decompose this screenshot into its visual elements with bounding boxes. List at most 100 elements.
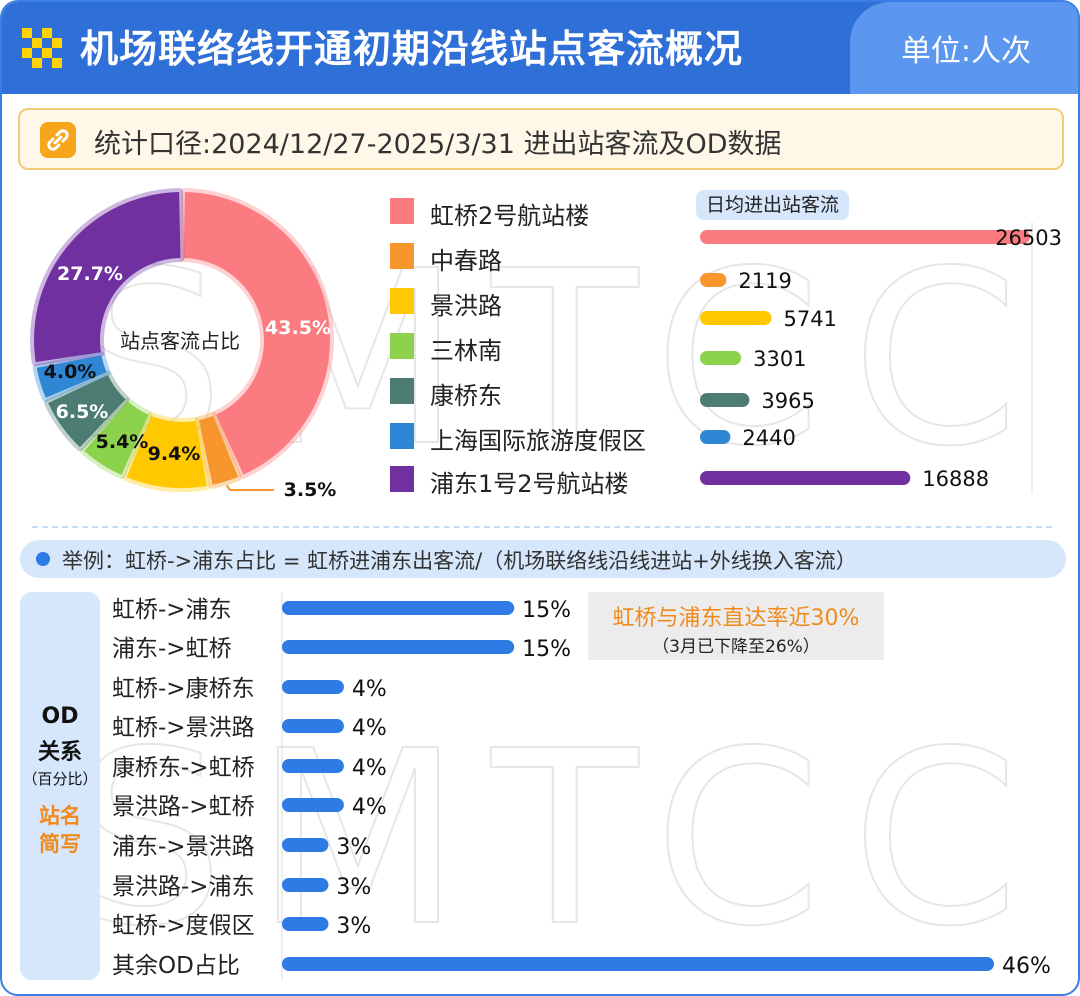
od-category-label: 浦东->景洪路 xyxy=(112,834,255,860)
legend-swatch xyxy=(390,378,414,404)
legend-label: 上海国际旅游度假区 xyxy=(430,427,646,455)
callout-sub-text: （3月已下降至26%） xyxy=(652,637,820,657)
donut-data-label: 4.0% xyxy=(44,361,97,383)
od-value-label: 4% xyxy=(352,716,387,741)
od-value-label: 4% xyxy=(352,756,387,781)
scope-box: 统计口径:2024/12/27-2025/3/31 进出站客流及OD数据 xyxy=(18,108,1064,170)
header: 机场联络线开通初期沿线站点客流概况 单位:人次 xyxy=(2,2,1078,94)
od-side-line5: 简写 xyxy=(39,832,81,856)
donut-slice xyxy=(122,412,211,492)
header-unit-tab xyxy=(850,2,1078,94)
daily-flow-label: 26503 xyxy=(995,226,1062,250)
daily-flow-label: 3301 xyxy=(753,347,806,371)
donut-data-label: 27.7% xyxy=(57,263,123,285)
od-bar xyxy=(282,798,344,812)
legend-label: 虹桥2号航站楼 xyxy=(430,202,590,230)
od-value-label: 15% xyxy=(522,598,571,623)
od-bar xyxy=(282,917,329,931)
daily-flow-label: 2440 xyxy=(742,426,795,450)
od-side-line2: 关系 xyxy=(37,740,82,765)
bar-chart-title: 日均进出站客流 xyxy=(696,190,850,220)
od-category-label: 虹桥->景洪路 xyxy=(112,715,255,741)
donut-slice xyxy=(194,411,243,489)
page-title: 机场联络线开通初期沿线站点客流概况 xyxy=(80,27,744,71)
legend-label: 中春路 xyxy=(430,247,502,275)
donut-title: 站点客流占比 xyxy=(120,329,240,353)
od-category-label: 虹桥->度假区 xyxy=(112,913,255,939)
od-category-label: 浦东->虹桥 xyxy=(112,636,232,662)
donut-data-label: 5.4% xyxy=(96,431,149,453)
od-value-label: 4% xyxy=(352,677,387,702)
donut-data-label: 9.4% xyxy=(148,443,201,465)
daily-flow-bar xyxy=(700,430,731,444)
donut-data-label: 6.5% xyxy=(56,401,109,423)
od-bar xyxy=(282,680,344,694)
legend-label: 景洪路 xyxy=(430,292,502,320)
callout-main-text: 虹桥与浦东直达率近30% xyxy=(612,606,860,631)
example-note: 举例：虹桥->浦东占比 = 虹桥进浦东出客流/（机场联络线沿线进站+外线换入客流… xyxy=(20,540,1066,578)
od-category-label: 康桥东->虹桥 xyxy=(112,755,255,781)
legend-swatch xyxy=(390,423,414,449)
daily-flow-bar xyxy=(700,471,911,485)
donut-data-label: 43.5% xyxy=(265,317,331,339)
od-value-label: 4% xyxy=(352,795,387,820)
unit-label: 单位:人次 xyxy=(900,34,1032,69)
donut-slice xyxy=(80,397,153,480)
donut-data-label: 3.5% xyxy=(284,479,337,501)
od-category-label: 景洪路->虹桥 xyxy=(112,794,255,820)
daily-flow-label: 5741 xyxy=(783,307,836,331)
od-value-label: 3% xyxy=(336,835,371,860)
od-category-label: 景洪路->浦东 xyxy=(112,874,255,900)
legend-label: 浦东1号2号航站楼 xyxy=(430,470,629,498)
donut-slice xyxy=(30,188,185,367)
direct-rate-callout: 虹桥与浦东直达率近30% （3月已下降至26%） xyxy=(588,592,884,660)
od-side-line1: OD xyxy=(41,704,79,729)
od-category-label: 虹桥->浦东 xyxy=(112,597,232,623)
od-side-label: OD 关系 （百分比） 站名 简写 xyxy=(20,592,100,980)
od-bar xyxy=(282,759,344,773)
od-category-label: 虹桥->康桥东 xyxy=(112,676,255,702)
daily-flow-label: 3965 xyxy=(761,389,814,413)
daily-flow-bar xyxy=(700,230,1030,244)
legend-swatch xyxy=(390,288,414,314)
daily-flow-bar xyxy=(700,393,750,407)
od-bar xyxy=(282,640,515,654)
legend-label: 康桥东 xyxy=(430,382,502,410)
donut-slice xyxy=(32,351,111,402)
od-bar xyxy=(282,957,994,971)
od-value-label: 46% xyxy=(1002,954,1051,979)
od-category-label: 其余OD占比 xyxy=(112,953,240,979)
daily-flow-label: 2119 xyxy=(738,269,791,293)
daily-flow-bar xyxy=(700,311,772,325)
scope-text: 统计口径:2024/12/27-2025/3/31 进出站客流及OD数据 xyxy=(94,129,782,160)
legend-swatch xyxy=(390,243,414,269)
leader-line xyxy=(225,484,274,491)
daily-flow-label: 16888 xyxy=(922,467,989,491)
od-bar xyxy=(282,719,344,733)
legend-swatch xyxy=(390,466,414,492)
od-value-label: 3% xyxy=(336,914,371,939)
od-bar xyxy=(282,878,329,892)
legend-swatch xyxy=(390,333,414,359)
section-divider xyxy=(32,526,1052,528)
checker-logo-icon xyxy=(22,28,62,68)
watermark-bottom: SMTCC xyxy=(72,699,1049,979)
od-value-label: 3% xyxy=(336,875,371,900)
od-side-line4: 站名 xyxy=(39,804,81,828)
legend-label: 三林南 xyxy=(430,337,502,365)
daily-flow-bar xyxy=(700,273,727,287)
example-note-text: 举例：虹桥->浦东占比 = 虹桥进浦东出客流/（机场联络线沿线进站+外线换入客流… xyxy=(62,549,857,573)
od-value-label: 15% xyxy=(522,637,571,662)
link-icon xyxy=(40,122,76,158)
donut-slice xyxy=(179,188,334,479)
od-bar xyxy=(282,838,329,852)
bullet-dot-icon xyxy=(36,552,50,566)
donut-slice xyxy=(44,370,130,452)
daily-flow-bar xyxy=(700,351,742,365)
legend-swatch xyxy=(390,198,414,224)
od-bar xyxy=(282,601,515,615)
